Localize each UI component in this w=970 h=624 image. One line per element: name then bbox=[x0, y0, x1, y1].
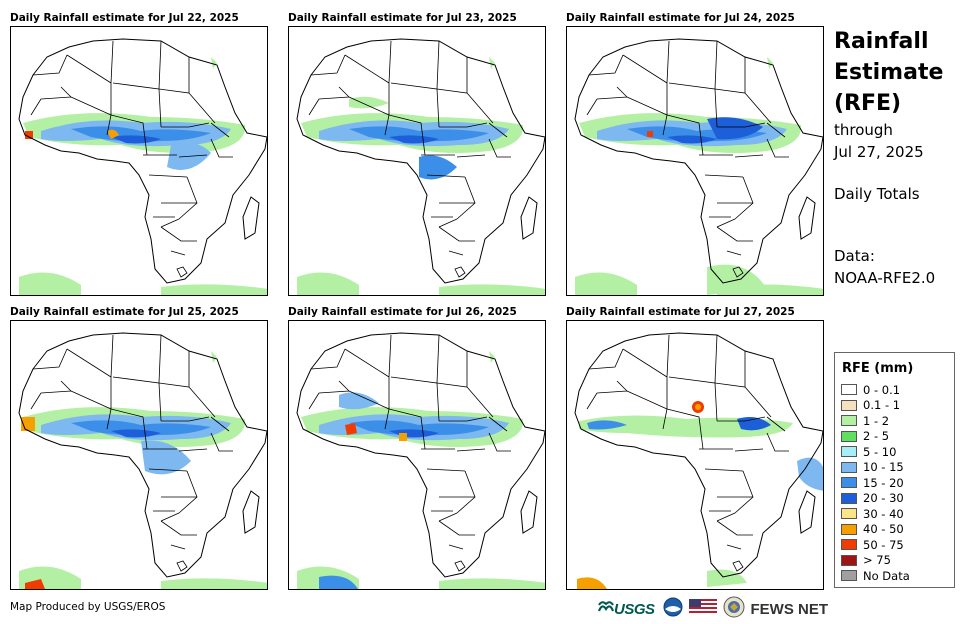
legend-swatch bbox=[841, 430, 857, 442]
legend-label: 2 - 5 bbox=[863, 429, 890, 444]
panel-title: Daily Rainfall estimate for Jul 22, 2025 bbox=[10, 12, 239, 24]
legend-label: No Data bbox=[863, 568, 910, 583]
rainfall-map-svg bbox=[574, 332, 823, 589]
legend-label: 40 - 50 bbox=[863, 522, 904, 537]
legend-item: > 75 bbox=[841, 553, 954, 569]
state-seal-icon bbox=[723, 596, 745, 622]
through-date: Jul 27, 2025 bbox=[834, 143, 924, 161]
legend-item: 50 - 75 bbox=[841, 537, 954, 553]
rain-area bbox=[707, 117, 763, 140]
panel-jul-25: Daily Rainfall estimate for Jul 25, 2025 bbox=[10, 304, 268, 590]
legend-label: 10 - 15 bbox=[863, 460, 904, 475]
legend-swatch bbox=[841, 539, 857, 551]
panel-jul-27: Daily Rainfall estimate for Jul 27, 2025 bbox=[566, 304, 824, 590]
legend-swatch bbox=[841, 492, 857, 504]
legend-item: 30 - 40 bbox=[841, 506, 954, 522]
legend-label: 0 - 0.1 bbox=[863, 382, 901, 397]
legend-swatch bbox=[841, 399, 857, 411]
legend-label: > 75 bbox=[863, 553, 891, 568]
title-line-1: Rainfall bbox=[834, 29, 929, 54]
panel-jul-24: Daily Rainfall estimate for Jul 24, 2025 bbox=[566, 10, 824, 296]
usgs-logo-icon bbox=[597, 599, 615, 619]
rain-area bbox=[577, 577, 607, 589]
legend-item: 2 - 5 bbox=[841, 429, 954, 445]
panel-jul-22: Daily Rainfall estimate for Jul 22, 2025 bbox=[10, 10, 268, 296]
legend-swatch bbox=[841, 523, 857, 535]
legend-item: 1 - 2 bbox=[841, 413, 954, 429]
legend-label: 30 - 40 bbox=[863, 506, 904, 521]
legend-item: 5 - 10 bbox=[841, 444, 954, 460]
heavy-rain-cell bbox=[25, 131, 33, 139]
rainfall-map bbox=[566, 26, 824, 296]
legend-item: 10 - 15 bbox=[841, 460, 954, 476]
legend-title: RFE (mm) bbox=[842, 361, 914, 376]
heavy-rain-cell bbox=[647, 131, 653, 137]
logos: USGS FEWS NET bbox=[597, 596, 829, 622]
rainfall-map-svg bbox=[296, 38, 545, 295]
data-source: NOAA-RFE2.0 bbox=[834, 269, 936, 287]
legend-label: 50 - 75 bbox=[863, 537, 904, 552]
panel-jul-23: Daily Rainfall estimate for Jul 23, 2025 bbox=[288, 10, 546, 296]
legend-item: 0.1 - 1 bbox=[841, 398, 954, 414]
title-line-2: Estimate bbox=[834, 60, 944, 85]
legend-swatch bbox=[841, 508, 857, 520]
title-line-3: (RFE) bbox=[834, 91, 902, 116]
usgs-label: USGS bbox=[614, 600, 655, 618]
rainfall-map-svg bbox=[18, 332, 267, 589]
legend-swatch bbox=[841, 570, 857, 582]
legend-swatch bbox=[841, 477, 857, 489]
legend-item: 20 - 30 bbox=[841, 491, 954, 507]
rainfall-map-svg bbox=[574, 38, 823, 295]
rain-area bbox=[319, 575, 358, 589]
rain-area bbox=[419, 155, 457, 180]
legend-label: 1 - 2 bbox=[863, 413, 890, 428]
legend-swatch bbox=[841, 461, 857, 473]
legend-swatch bbox=[841, 384, 857, 396]
legend-label: 20 - 30 bbox=[863, 491, 904, 506]
rainfall-map-svg bbox=[296, 332, 545, 589]
panel-title: Daily Rainfall estimate for Jul 24, 2025 bbox=[566, 12, 795, 24]
panel-title: Daily Rainfall estimate for Jul 26, 2025 bbox=[288, 306, 517, 318]
legend-item: 0 - 0.1 bbox=[841, 382, 954, 398]
panel-title: Daily Rainfall estimate for Jul 23, 2025 bbox=[288, 12, 517, 24]
through-label: through bbox=[834, 121, 893, 139]
legend-item: 15 - 20 bbox=[841, 475, 954, 491]
legend-swatch bbox=[841, 415, 857, 427]
rainfall-map bbox=[288, 320, 546, 590]
legend-swatch bbox=[841, 554, 857, 566]
heavy-rain-cell bbox=[107, 129, 119, 139]
rainfall-map bbox=[10, 320, 268, 590]
credit-text: Map Produced by USGS/EROS bbox=[10, 601, 166, 613]
legend-swatch bbox=[841, 446, 857, 458]
rainfall-map bbox=[566, 320, 824, 590]
noaa-logo-icon bbox=[663, 597, 683, 621]
heavy-rain-cell bbox=[399, 433, 407, 441]
rain-area bbox=[339, 392, 379, 410]
legend-label: 15 - 20 bbox=[863, 475, 904, 490]
rainfall-map bbox=[288, 26, 546, 296]
legend-item: No Data bbox=[841, 568, 954, 584]
data-label: Data: bbox=[834, 247, 875, 265]
legend-item: 40 - 50 bbox=[841, 522, 954, 538]
totals-label: Daily Totals bbox=[834, 185, 920, 203]
rainfall-map-svg bbox=[18, 38, 267, 295]
rainfall-map bbox=[10, 26, 268, 296]
rain-area bbox=[349, 96, 389, 109]
panel-title: Daily Rainfall estimate for Jul 27, 2025 bbox=[566, 306, 795, 318]
heavy-rain-cell bbox=[345, 423, 357, 435]
legend-label: 5 - 10 bbox=[863, 444, 897, 459]
panel-title: Daily Rainfall estimate for Jul 25, 2025 bbox=[10, 306, 239, 318]
heavy-rain-cell bbox=[25, 579, 45, 589]
legend-label: 0.1 - 1 bbox=[863, 398, 901, 413]
us-flag-icon bbox=[688, 599, 717, 619]
map-title: Rainfall Estimate (RFE) through Jul 27, … bbox=[834, 26, 964, 289]
panel-jul-26: Daily Rainfall estimate for Jul 26, 2025 bbox=[288, 304, 546, 590]
fews-net-label: FEWS NET bbox=[750, 600, 829, 618]
